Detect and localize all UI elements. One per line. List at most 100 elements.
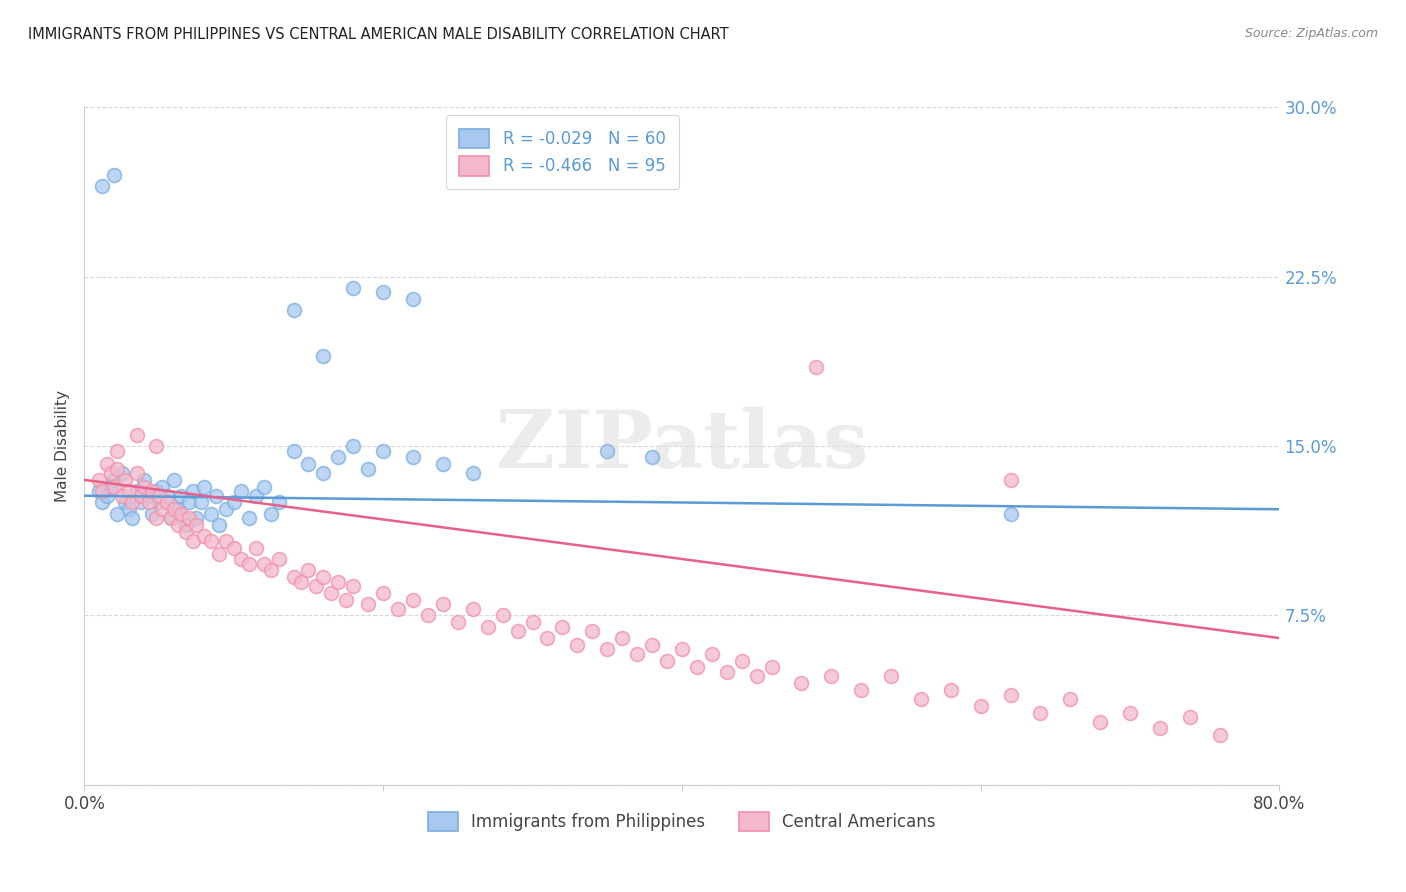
Point bbox=[103, 480, 125, 494]
Point bbox=[231, 552, 253, 566]
Point bbox=[103, 168, 125, 182]
Point bbox=[118, 502, 141, 516]
Point bbox=[432, 457, 454, 471]
Point bbox=[312, 349, 335, 363]
Point bbox=[1119, 706, 1142, 720]
Point bbox=[641, 450, 664, 465]
Point bbox=[506, 624, 529, 639]
Point bbox=[461, 466, 484, 480]
Point bbox=[89, 473, 111, 487]
Point bbox=[96, 457, 118, 471]
Point bbox=[167, 502, 190, 516]
Point bbox=[111, 489, 134, 503]
Point bbox=[125, 484, 148, 499]
Point bbox=[880, 669, 903, 683]
Text: IMMIGRANTS FROM PHILIPPINES VS CENTRAL AMERICAN MALE DISABILITY CORRELATION CHAR: IMMIGRANTS FROM PHILIPPINES VS CENTRAL A… bbox=[28, 27, 728, 42]
Point bbox=[111, 466, 134, 480]
Point bbox=[290, 574, 312, 589]
Point bbox=[222, 495, 245, 509]
Point bbox=[174, 524, 197, 539]
Point bbox=[1209, 728, 1232, 742]
Point bbox=[626, 647, 648, 661]
Point bbox=[596, 443, 619, 458]
Point bbox=[100, 466, 122, 480]
Point bbox=[970, 698, 993, 713]
Point bbox=[105, 461, 128, 475]
Point bbox=[215, 502, 238, 516]
Point bbox=[342, 579, 364, 593]
Point bbox=[328, 574, 350, 589]
Point bbox=[1000, 507, 1022, 521]
Point bbox=[1178, 710, 1201, 724]
Point bbox=[402, 592, 425, 607]
Point bbox=[132, 473, 156, 487]
Point bbox=[200, 533, 222, 548]
Point bbox=[686, 660, 709, 674]
Point bbox=[193, 529, 215, 543]
Point bbox=[1059, 692, 1081, 706]
Point bbox=[1000, 473, 1022, 487]
Point bbox=[245, 489, 267, 503]
Point bbox=[297, 457, 319, 471]
Point bbox=[193, 480, 215, 494]
Point bbox=[132, 480, 156, 494]
Point bbox=[150, 502, 173, 516]
Point bbox=[641, 638, 664, 652]
Point bbox=[319, 586, 342, 600]
Point bbox=[167, 518, 190, 533]
Point bbox=[447, 615, 470, 630]
Point bbox=[138, 489, 160, 503]
Point bbox=[190, 495, 212, 509]
Point bbox=[671, 642, 693, 657]
Point bbox=[160, 511, 183, 525]
Point bbox=[1000, 688, 1022, 702]
Point bbox=[163, 473, 186, 487]
Point bbox=[267, 495, 290, 509]
Point bbox=[238, 511, 260, 525]
Point bbox=[716, 665, 738, 679]
Point bbox=[183, 533, 205, 548]
Point bbox=[103, 473, 125, 487]
Point bbox=[100, 480, 122, 494]
Point bbox=[121, 511, 143, 525]
Point bbox=[402, 292, 425, 306]
Point bbox=[222, 541, 245, 555]
Point bbox=[373, 285, 395, 300]
Point bbox=[148, 495, 170, 509]
Point bbox=[96, 489, 118, 503]
Point bbox=[155, 495, 177, 509]
Point bbox=[312, 570, 335, 584]
Point bbox=[145, 511, 167, 525]
Point bbox=[581, 624, 603, 639]
Point bbox=[253, 557, 276, 571]
Point bbox=[174, 518, 197, 533]
Point bbox=[205, 489, 228, 503]
Point bbox=[138, 495, 160, 509]
Point bbox=[148, 489, 170, 503]
Point bbox=[492, 608, 515, 623]
Point bbox=[477, 620, 499, 634]
Point bbox=[231, 484, 253, 499]
Point bbox=[655, 654, 678, 668]
Point bbox=[245, 541, 267, 555]
Point bbox=[267, 552, 290, 566]
Point bbox=[283, 303, 305, 318]
Point bbox=[328, 450, 350, 465]
Point bbox=[91, 179, 114, 194]
Point bbox=[91, 495, 114, 509]
Point bbox=[790, 676, 813, 690]
Point bbox=[114, 473, 136, 487]
Point bbox=[939, 683, 962, 698]
Point bbox=[612, 631, 634, 645]
Point bbox=[806, 359, 828, 374]
Point bbox=[312, 466, 335, 480]
Point bbox=[121, 495, 143, 509]
Point bbox=[596, 642, 619, 657]
Point bbox=[260, 507, 283, 521]
Point bbox=[183, 484, 205, 499]
Point bbox=[105, 443, 128, 458]
Text: Source: ZipAtlas.com: Source: ZipAtlas.com bbox=[1244, 27, 1378, 40]
Point bbox=[567, 638, 589, 652]
Point bbox=[536, 631, 558, 645]
Point bbox=[297, 563, 319, 577]
